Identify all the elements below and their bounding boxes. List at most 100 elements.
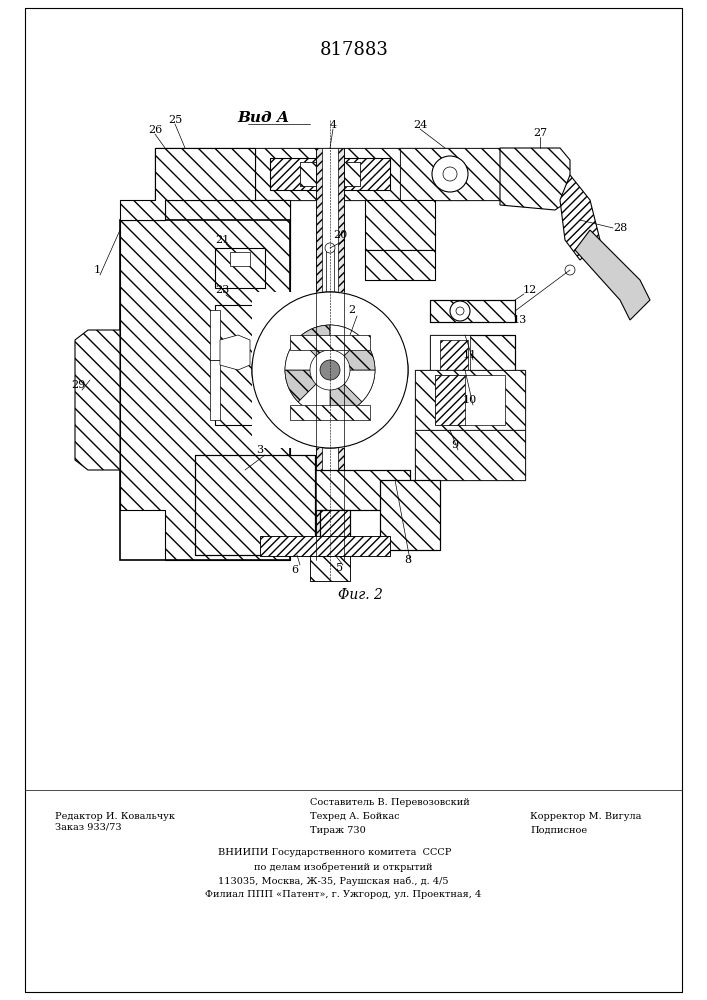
Bar — [435, 375, 505, 425]
Bar — [316, 148, 344, 560]
Bar — [120, 220, 290, 560]
Wedge shape — [298, 370, 330, 415]
Text: 2: 2 — [349, 305, 356, 315]
Text: 11: 11 — [463, 350, 477, 360]
Text: 8: 8 — [404, 555, 411, 565]
Text: 4: 4 — [329, 120, 337, 130]
Polygon shape — [120, 200, 290, 560]
Bar — [215, 305, 265, 425]
Bar — [430, 335, 470, 385]
Bar — [335, 148, 465, 200]
Bar — [326, 248, 334, 298]
Bar — [155, 148, 255, 200]
Bar — [280, 510, 315, 555]
Bar — [280, 510, 315, 555]
Text: 20: 20 — [333, 230, 347, 240]
Text: 27: 27 — [533, 128, 547, 138]
Bar — [415, 370, 525, 430]
Bar — [215, 248, 265, 288]
Circle shape — [565, 265, 575, 275]
Bar — [415, 430, 525, 480]
Bar — [435, 375, 465, 425]
Circle shape — [432, 156, 468, 192]
Bar — [210, 360, 220, 420]
Bar — [400, 148, 500, 200]
Circle shape — [320, 360, 340, 380]
Bar — [365, 250, 435, 280]
Polygon shape — [220, 335, 250, 370]
Bar — [400, 148, 500, 200]
Bar — [316, 168, 344, 180]
Bar — [195, 455, 315, 555]
Circle shape — [325, 243, 335, 253]
Polygon shape — [500, 148, 570, 210]
Wedge shape — [285, 370, 330, 402]
Bar — [430, 335, 515, 385]
Wedge shape — [330, 370, 375, 402]
Bar — [380, 480, 440, 550]
Wedge shape — [330, 325, 362, 370]
Text: Тираж 730: Тираж 730 — [310, 826, 366, 835]
Bar — [415, 430, 525, 480]
Text: 12: 12 — [523, 285, 537, 295]
Bar — [195, 455, 315, 555]
Bar — [155, 148, 500, 200]
Bar — [365, 200, 435, 250]
Polygon shape — [75, 330, 120, 470]
Bar — [430, 300, 515, 322]
Bar — [245, 200, 290, 280]
Text: Корректор М. Вигула: Корректор М. Вигула — [530, 812, 641, 821]
Wedge shape — [330, 370, 362, 415]
Text: 1: 1 — [93, 265, 100, 275]
Bar — [210, 310, 220, 360]
Circle shape — [198, 167, 212, 181]
Bar — [255, 148, 335, 200]
Bar — [250, 470, 410, 510]
Circle shape — [310, 350, 350, 390]
Text: 3: 3 — [257, 445, 264, 455]
Bar — [250, 470, 410, 510]
Text: Вид А: Вид А — [237, 111, 289, 125]
Text: 25: 25 — [168, 115, 182, 125]
Bar — [255, 148, 465, 200]
Text: Филиал ППП «Патент», г. Ужгород, ул. Проектная, 4: Филиал ППП «Патент», г. Ужгород, ул. Про… — [205, 890, 481, 899]
Text: 113035, Москва, Ж-35, Раушская наб., д. 4/5: 113035, Москва, Ж-35, Раушская наб., д. … — [218, 876, 448, 886]
Text: 29: 29 — [71, 380, 85, 390]
Bar — [320, 510, 350, 555]
Bar — [270, 158, 390, 190]
Bar — [310, 556, 350, 581]
Text: 6: 6 — [291, 565, 298, 575]
Bar — [365, 200, 435, 250]
Bar — [300, 162, 320, 186]
Bar — [310, 556, 350, 581]
Bar — [415, 430, 525, 480]
Wedge shape — [285, 338, 330, 370]
Bar — [260, 536, 390, 556]
Text: Редактор И. Ковальчук
Заказ 933/73: Редактор И. Ковальчук Заказ 933/73 — [55, 812, 175, 831]
Circle shape — [456, 307, 464, 315]
Text: 28: 28 — [613, 223, 627, 233]
Bar — [290, 335, 370, 350]
Bar — [290, 405, 370, 420]
Text: 13: 13 — [513, 315, 527, 325]
Polygon shape — [120, 148, 255, 220]
Bar — [440, 340, 468, 380]
Polygon shape — [575, 230, 650, 320]
Bar — [260, 536, 390, 556]
Bar — [322, 148, 338, 560]
Text: 24: 24 — [413, 120, 427, 130]
Bar — [415, 370, 525, 430]
Text: 817883: 817883 — [320, 41, 388, 59]
Bar — [380, 480, 440, 550]
Bar — [340, 162, 360, 186]
Bar — [300, 162, 360, 186]
Text: 23: 23 — [215, 285, 229, 295]
Bar — [155, 148, 255, 200]
Text: 10: 10 — [463, 395, 477, 405]
Bar — [430, 300, 515, 322]
Bar — [415, 370, 525, 430]
Text: Φиг. 2: Φиг. 2 — [337, 588, 382, 602]
Text: 21: 21 — [215, 235, 229, 245]
Text: Подписное: Подписное — [530, 826, 587, 835]
Text: 26: 26 — [148, 125, 162, 135]
